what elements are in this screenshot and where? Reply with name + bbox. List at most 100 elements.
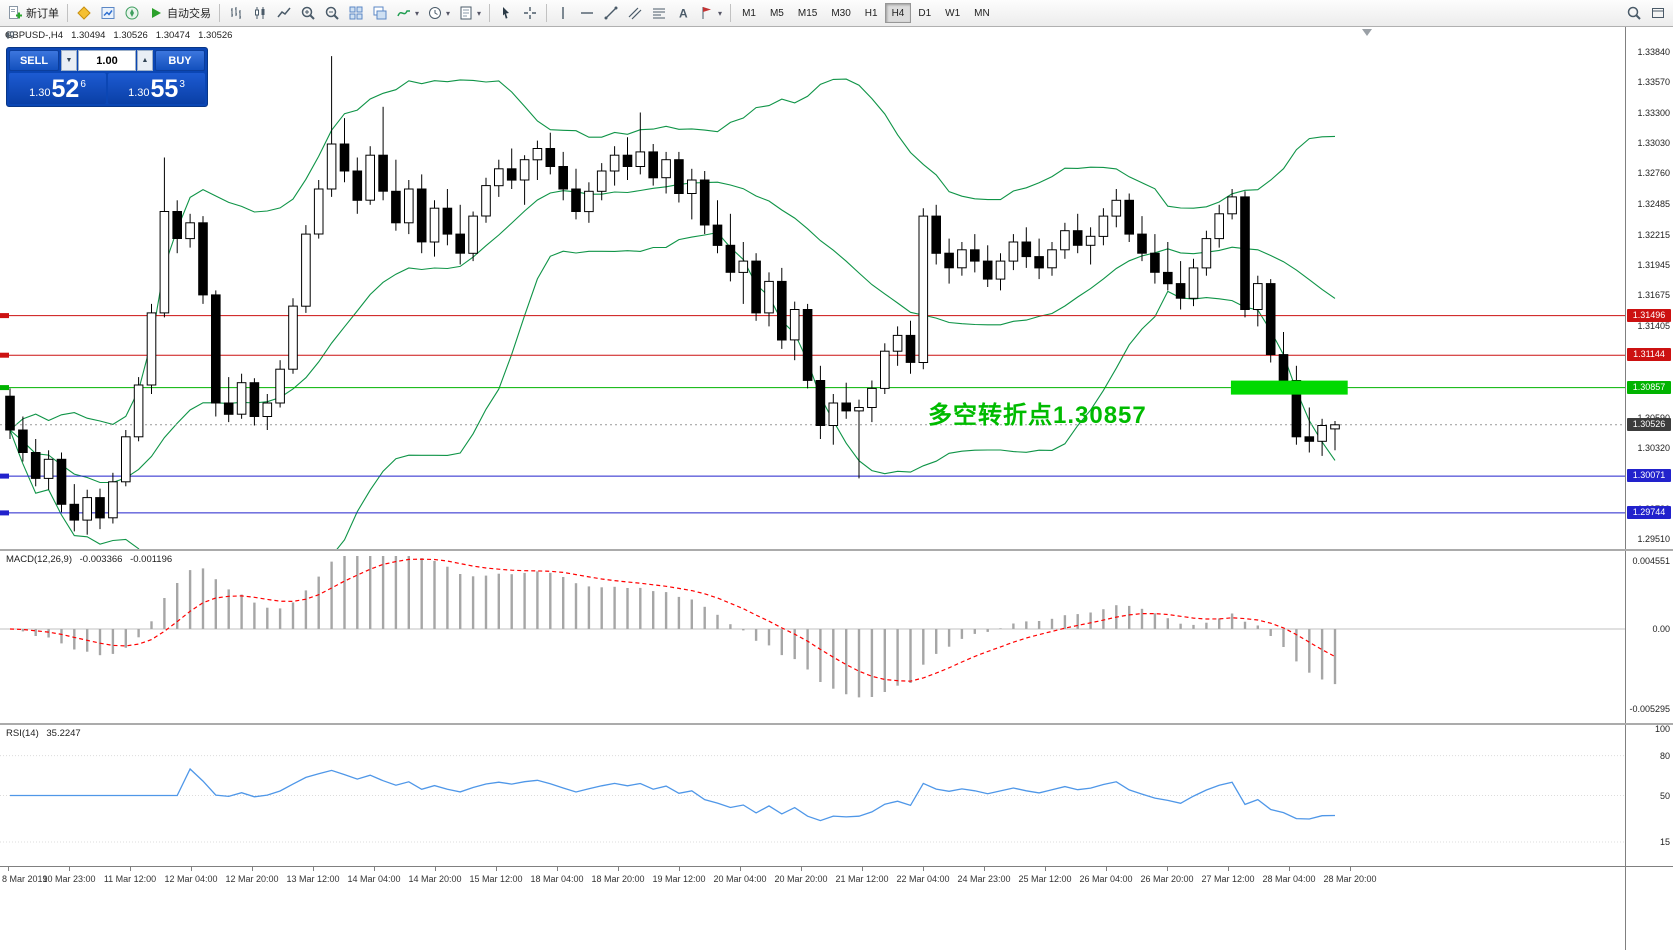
buy-button[interactable]: BUY [155,50,205,71]
arrows-button[interactable]: ▾ [695,2,726,24]
time-axis-label: 11 Mar 12:00 [103,874,157,884]
navigator-icon [125,6,139,20]
text-tool-button[interactable]: A [671,2,695,24]
timeframe-mn-button[interactable]: MN [967,3,997,23]
new-window-button[interactable] [1646,2,1670,24]
up-caret-icon: ▲ [141,57,149,64]
time-axis-tick [8,867,9,871]
chart-shift-marker[interactable] [1362,29,1372,36]
metaeditor-button[interactable] [72,2,96,24]
price-axis-label: 1.30320 [1637,443,1670,453]
panel-splitter[interactable] [0,549,1673,551]
zoom-in-button[interactable] [296,2,320,24]
new-order-button[interactable]: 新订单 [3,2,63,24]
price-chart-canvas[interactable] [0,27,1625,549]
cascade-windows-button[interactable] [368,2,392,24]
search-icon [1627,6,1641,20]
time-axis-tick [1106,867,1107,871]
price-level-tag: 1.30857 [1627,380,1671,394]
dropdown-caret-icon: ▾ [415,8,420,18]
price-axis[interactable]: 1.33840 1.33570 1.33300 1.33030 1.32760 1.324… [1625,27,1673,549]
time-axis-label: 12 Mar 04:00 [164,874,218,884]
channel-button[interactable] [623,2,647,24]
time-axis[interactable]: 8 Mar 2019 10 Mar 23:00 11 Mar 12:00 12 Mar… [0,866,1673,950]
lot-size-input[interactable] [78,50,136,71]
chart-text-annotation[interactable]: 多空转折点1.30857 [928,402,1147,429]
candlestick-chart-button[interactable] [248,2,272,24]
sell-price-display[interactable]: 1.30 52 6 [9,73,106,104]
lot-size-control: ▼ ▲ [61,50,153,71]
fibonacci-icon [653,8,666,19]
price-axis-label: 1.33030 [1637,137,1670,148]
time-axis-tick [679,867,680,871]
time-axis-tick [374,867,375,871]
time-axis-tick [496,867,497,871]
templates-button[interactable]: ▾ [454,2,485,24]
price-level-tag: 1.31144 [1627,348,1671,362]
main-toolbar: 新订单 自动交易 ▾ ▾ ▾ A ▾ M1 M5 M15 M30 H1 H4 D… [0,0,1673,27]
search-button[interactable] [1622,2,1646,24]
lot-decrease-button[interactable]: ▼ [61,50,77,71]
cursor-button[interactable] [494,2,518,24]
rsi-chart-canvas[interactable] [0,725,1625,866]
crosshair-button[interactable] [518,2,542,24]
time-axis-label: 12 Mar 20:00 [225,874,279,884]
horizontal-line-button[interactable] [575,2,599,24]
time-axis-tick [923,867,924,871]
zoom-out-button[interactable] [320,2,344,24]
ohlc-close: 1.30526 [198,30,233,41]
bar-chart-icon [231,7,241,19]
time-axis-label: 8 Mar 2019 [2,874,48,884]
timeframe-m15-button[interactable]: M15 [791,3,824,23]
timeframe-h1-button[interactable]: H1 [858,3,885,23]
price-axis-label: 1.30590 [1637,413,1670,423]
rsi-panel: RSI(14) 35.2247 100 80 50 15 [0,725,1673,866]
timeframe-w1-button[interactable]: W1 [938,3,967,23]
buy-price-display[interactable]: 1.30 55 3 [108,73,205,104]
panel-splitter[interactable] [0,723,1673,725]
time-axis-tick [1228,867,1229,871]
macd-axis[interactable]: 0.004551 0.00 -0.005295 [1625,551,1673,723]
autotrading-button[interactable]: 自动交易 [144,2,215,24]
flag-icon [702,7,712,19]
vertical-line-button[interactable] [551,2,575,24]
toolbar-separator [489,4,491,22]
time-axis-label: 21 Mar 12:00 [835,874,889,884]
periods-button[interactable]: ▾ [423,2,454,24]
tile-windows-button[interactable] [344,2,368,24]
time-axis-label: 26 Mar 20:00 [1140,874,1194,884]
price-axis-label: 1.33570 [1637,77,1670,87]
timeframe-m1-button[interactable]: M1 [735,3,763,23]
time-axis-label: 19 Mar 12:00 [652,874,706,884]
lot-increase-button[interactable]: ▲ [137,50,153,71]
trendline-button[interactable] [599,2,623,24]
time-axis-tick [252,867,253,871]
timeframe-m30-button[interactable]: M30 [824,3,857,23]
time-axis-label: 24 Mar 23:00 [957,874,1011,884]
one-click-trading-panel: SELL ▼ ▲ BUY 1.30 52 6 1.30 55 3 [6,47,208,107]
macd-chart-canvas[interactable] [0,551,1625,723]
time-axis-tick [557,867,558,871]
macd-axis-label: 0.004551 [1632,555,1670,566]
time-axis-tick [130,867,131,871]
timeframe-d1-button[interactable]: D1 [911,3,938,23]
sell-button[interactable]: SELL [9,50,59,71]
time-axis-label: 13 Mar 12:00 [286,874,340,884]
cursor-icon [503,7,510,19]
fibonacci-button[interactable] [647,2,671,24]
indicators-button[interactable]: ▾ [392,2,423,24]
vertical-line-icon [562,7,564,19]
rsi-axis[interactable]: 100 80 50 15 [1625,725,1673,866]
autotrading-play-icon [152,8,161,18]
timeframe-m5-button[interactable]: M5 [763,3,791,23]
market-watch-button[interactable] [96,2,120,24]
navigator-button[interactable] [120,2,144,24]
timeframe-h4-button[interactable]: H4 [884,3,912,23]
time-axis-label: 27 Mar 12:00 [1201,874,1255,884]
market-watch-icon [101,7,115,19]
bar-chart-button[interactable] [224,2,248,24]
time-axis-tick [1289,867,1290,871]
line-chart-button[interactable] [272,2,296,24]
channel-icon [628,7,642,20]
chart-symbol-info: GBPUSD-,H4 1.30494 1.30526 1.30474 1.305… [5,30,236,41]
